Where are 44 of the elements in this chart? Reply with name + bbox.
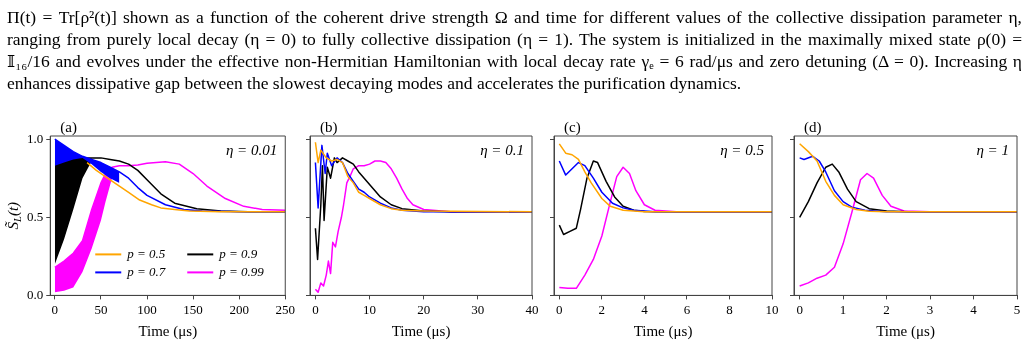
x-tick-label: 100 [137,301,157,317]
chart-subtitle: η = 0.1 [480,142,524,159]
chart-subtitle: η = 1 [976,142,1009,159]
chart-subtitle: η = 0.01 [225,142,278,159]
chart-title: (a) [60,119,77,137]
x-tick-label: 50 [94,301,108,317]
text: Π(t) = Tr[ρ²(t)] shown as a function of the coherent drive strength Ω and time for different values of the collective dissipation parameter η, ranging from purely local decay (η = 0) to fully collective dissipation (η = 1). The system is initialized in the maximally mixed state ρ(0) = 𝕀₁₆/16 and evolves under the effective non-Hermitian Hamiltonian with local decay rate γₑ = 6 rad/μs and zero detuning (Δ = 0). Increasing η enhances dissipative gap between the slowest decaying modes and accelerates the purification dynamics. [7,6,1022,94]
x-tick-label: 10 [765,301,779,317]
x-tick-label: 10 [363,301,377,317]
legend-label: p = 0.99 [218,263,265,279]
legend-label: p = 0.5 [126,245,166,261]
x-tick-label: 200 [229,301,249,317]
x-axis-title: Time (μs) [876,322,935,340]
x-tick-label: 2 [598,301,606,317]
x-tick-label: 150 [183,301,203,317]
x-tick-label: 20 [417,301,431,317]
x-tick-label: 40 [525,301,539,317]
legend-label: p = 0.9 [218,245,258,261]
chart-title: (c) [564,119,581,137]
x-tick-label: 3 [926,301,934,317]
x-axis-title: Time (μs) [633,322,693,340]
legend-label: p = 0.7 [126,263,166,279]
x-tick-label: 4 [641,301,649,317]
y-axis-title: S̃L(t) [4,201,24,230]
x-tick-label: 1 [839,301,847,317]
y-tick-label: 0.0 [27,286,44,302]
x-tick-label: 0 [556,301,563,317]
x-tick-label: 4 [970,301,978,317]
x-tick-label: 0 [796,301,803,317]
chart-subtitle: η = 0.5 [720,142,765,159]
x-tick-label: 8 [726,301,733,317]
x-tick-label: 250 [275,301,295,317]
x-tick-label: 30 [471,301,485,317]
chart-title: (b) [320,119,338,137]
x-tick-label: 5 [1013,301,1021,317]
x-axis-title: Time (μs) [138,322,198,340]
x-tick-label: 2 [883,301,890,317]
x-axis-title: Time (μs) [391,322,451,340]
chart-title: (d) [804,119,822,137]
y-tick-label: 0.5 [27,208,44,224]
y-tick-label: 1.0 [27,130,44,146]
x-tick-label: 0 [312,301,319,317]
x-tick-label: 6 [683,301,691,317]
x-tick-label: 0 [51,301,59,317]
